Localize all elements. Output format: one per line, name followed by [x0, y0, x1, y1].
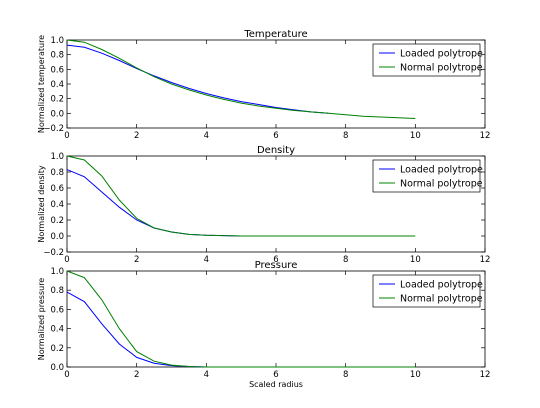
pressure-chart-series-normal-polytrope-line [66, 270, 416, 368]
pressure-chart-xtick-label: 10 [410, 370, 421, 380]
density-chart-ytick-label: 0.8 [50, 168, 64, 178]
temperature-chart-xtick-label: 10 [410, 131, 421, 141]
pressure-chart-ytick-label: 0.0 [50, 363, 64, 373]
density-chart-ytick-label: −0.2 [43, 248, 64, 258]
pressure-chart-xtick-label: 2 [134, 370, 139, 380]
temperature-chart-ytick-label: 1.0 [50, 36, 64, 46]
density-chart: Density 0 2 4 6 8 10 12 −0.2 0.0 0.2 0.4 0.6 0.8 1.0 No… [37, 145, 490, 265]
density-chart-title: Density [257, 145, 295, 156]
density-chart-ytick-label: 1.0 [50, 152, 64, 162]
temperature-chart-ytick-label: 0.0 [50, 109, 64, 119]
temperature-chart-legend-label-normal: Normal polytrope [400, 63, 483, 74]
temperature-chart-xtick-label: 2 [134, 131, 139, 141]
pressure-chart-ylabel: Normalized pressure [37, 278, 46, 361]
temperature-chart-ytick-label: 0.2 [50, 95, 64, 105]
pressure-chart-ytick-label: 0.2 [50, 344, 64, 354]
density-chart-legend-label-loaded: Loaded polytrope [400, 165, 483, 176]
temperature-chart-xtick-label: 8 [343, 131, 348, 141]
temperature-chart-legend-label-loaded: Loaded polytrope [400, 49, 483, 60]
density-chart-xtick-label: 4 [204, 255, 209, 265]
pressure-chart-ytick-label: 0.6 [50, 305, 64, 315]
pressure-chart-xtick-label: 8 [343, 370, 348, 380]
pressure-chart-legend-label-loaded: Loaded polytrope [400, 280, 483, 291]
density-chart-ytick-label: 0.2 [50, 216, 64, 226]
pressure-chart-xlabel: Scaled radius [249, 380, 303, 389]
pressure-chart-legend-label-normal: Normal polytrope [400, 294, 483, 305]
pressure-chart-ytick-label: 0.8 [50, 286, 64, 296]
temperature-chart-title: Temperature [243, 29, 307, 40]
density-chart-xtick-label: 8 [343, 255, 348, 265]
pressure-chart-legend: Loaded polytrope Normal polytrope [372, 274, 483, 308]
pressure-chart-legend-box [372, 274, 481, 308]
density-chart-ytick-label: 0.4 [50, 200, 64, 210]
density-chart-legend-box [372, 159, 481, 193]
temperature-chart-xtick-label: 6 [273, 131, 278, 141]
pressure-chart-xtick-label: 0 [64, 370, 69, 380]
pressure-chart: Pressure 0 2 4 6 8 10 12 0.0 0.2 0.4 0.6 0.8 1.0 Norma… [37, 260, 490, 389]
density-chart-xtick-label: 10 [410, 255, 421, 265]
temperature-chart-ytick-label: 0.4 [50, 80, 64, 90]
temperature-chart-xtick-label: 0 [64, 131, 69, 141]
pressure-chart-title: Pressure [255, 260, 298, 271]
density-chart-xtick-label: 2 [134, 255, 139, 265]
temperature-chart-legend-box [372, 43, 481, 77]
density-chart-legend-label-normal: Normal polytrope [400, 179, 483, 190]
pressure-chart-ytick-label: 1.0 [50, 267, 64, 277]
temperature-chart-xtick-label: 4 [204, 131, 209, 141]
pressure-chart-xtick-label: 6 [273, 370, 278, 380]
pressure-chart-xtick-label: 12 [480, 370, 491, 380]
pressure-chart-ytick-label: 0.4 [50, 325, 64, 335]
temperature-chart-xtick-label: 12 [480, 131, 491, 141]
density-chart-ylabel: Normalized density [37, 165, 46, 243]
temperature-chart-ylabel: Normalized temperature [37, 35, 46, 133]
temperature-chart-ytick-label: 0.8 [50, 51, 64, 61]
density-chart-series-normal-polytrope-line [66, 155, 416, 237]
density-chart-ytick-label: 0.6 [50, 184, 64, 194]
density-chart-legend: Loaded polytrope Normal polytrope [372, 159, 483, 193]
density-chart-xtick-label: 6 [273, 255, 278, 265]
temperature-chart-legend: Loaded polytrope Normal polytrope [372, 43, 483, 77]
temperature-chart: Temperature 0 2 4 6 8 10 12 −0.2 0.0 0.2 0.4 0.6 0.8 1… [37, 29, 490, 141]
temperature-chart-ytick-label: 0.6 [50, 65, 64, 75]
density-chart-xtick-label: 12 [480, 255, 491, 265]
density-chart-xtick-label: 0 [64, 255, 69, 265]
temperature-chart-ytick-label: −0.2 [43, 124, 64, 134]
temperature-chart-series-normal-polytrope-line [66, 39, 416, 119]
temperature-chart-series-loaded-polytrope-line [66, 44, 329, 114]
pressure-chart-xtick-label: 4 [204, 370, 209, 380]
density-chart-ytick-label: 0.0 [50, 232, 64, 242]
